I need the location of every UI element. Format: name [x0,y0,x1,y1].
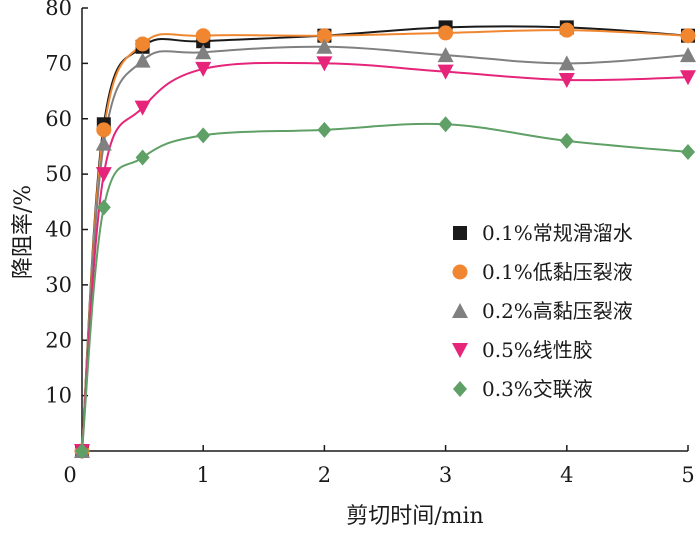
data-point [680,47,696,63]
legend-marker [452,264,468,280]
y-tick-label: 20 [45,328,72,352]
series-markers [74,20,696,459]
y-tick-label: 40 [45,218,72,242]
series-line [81,45,689,452]
data-point [558,55,575,71]
data-point [96,122,112,138]
x-tick-label: 5 [681,463,694,487]
series-line [81,61,689,452]
tick-labels: 0 1 2 3 4 5 10 20 30 40 50 60 70 80 [45,0,694,487]
data-point [135,149,150,166]
y-tick-label: 10 [45,384,72,408]
data-point [134,100,151,116]
y-tick-label: 30 [45,273,72,297]
data-point [75,443,89,459]
x-tick-label: 2 [318,463,331,487]
legend: 0.1%常规滑溜水 0.1%低黏压裂液 0.2%高黏压裂液 0.5%线性胶 0.3%交联… [452,221,633,401]
legend-label: 0.2%高黏压裂液 [482,299,633,323]
x-tick-label: 4 [560,463,573,487]
axes [81,7,689,452]
y-axis-title: 降阻率/% [11,185,36,279]
data-point [196,127,211,144]
data-point [316,56,333,72]
data-point [134,52,151,68]
data-point [317,121,332,138]
y-tick-label: 70 [45,51,72,75]
data-point [559,132,574,149]
data-point [95,135,112,151]
data-point [316,28,332,44]
x-tick-label: 0 [63,463,76,487]
legend-marker [452,343,468,358]
data-point [681,143,695,160]
legend-marker [453,226,467,240]
series-line [81,122,689,452]
legend-label: 0.1%低黏压裂液 [482,260,633,284]
y-tick-label: 80 [45,0,72,20]
legend-label: 0.3%交联液 [482,377,593,401]
data-point [96,199,111,216]
data-point [316,38,333,54]
data-point [437,64,454,80]
y-tick-label: 60 [45,107,72,131]
data-point [680,28,696,44]
data-point [559,22,575,38]
y-tick-label: 50 [45,162,72,186]
x-axis-title: 剪切时间/min [346,504,483,529]
series-line [81,29,689,452]
x-tick-label: 3 [439,463,452,487]
legend-marker [452,303,468,318]
data-point [438,116,453,133]
data-point [680,70,696,86]
data-point [438,25,454,41]
legend-marker [453,381,467,397]
data-point [95,167,112,183]
data-point [135,36,151,52]
x-tick-label: 1 [197,463,210,487]
legend-label: 0.1%常规滑溜水 [482,221,633,245]
data-point [195,61,212,77]
legend-label: 0.5%线性胶 [482,338,593,362]
data-point [558,72,575,88]
data-point [437,47,454,63]
data-point [195,28,211,44]
data-point [195,44,212,60]
